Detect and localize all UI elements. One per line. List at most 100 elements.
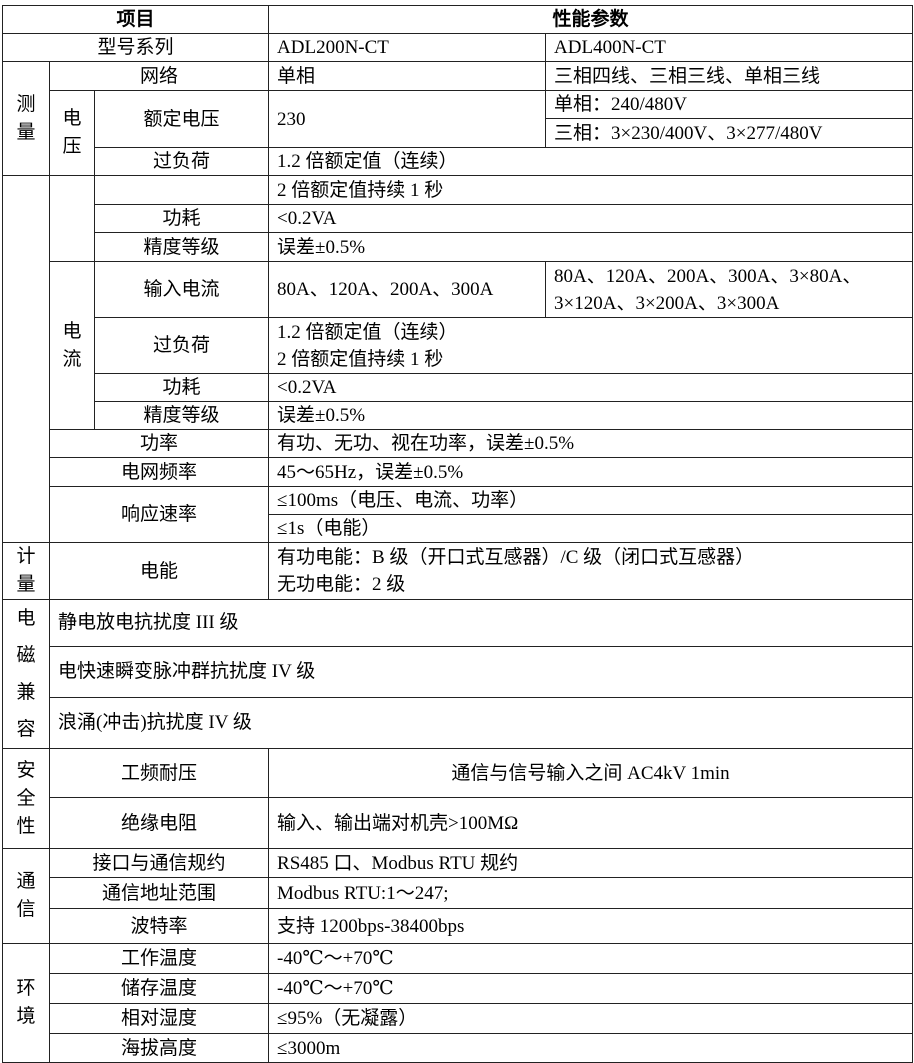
cell: 静电放电抗扰度 III 级 bbox=[48, 599, 914, 647]
table-row: 响应速率 ≤100ms（电压、电流、功率） bbox=[3, 486, 914, 543]
header-params: 性能参数 bbox=[268, 5, 914, 34]
table-row: 电流 输入电流 80A、120A、200A、300A 80A、120A、200A… bbox=[3, 261, 914, 430]
table-row: 电磁兼容 静电放电抗扰度 III 级 bbox=[2, 599, 914, 749]
cell: 三相四线、三相三线、单相三线 bbox=[545, 61, 914, 91]
row-label: 相对湿度 bbox=[48, 1003, 270, 1034]
row-label: 电能 bbox=[48, 542, 270, 600]
cell: RS485 口、Modbus RTU 规约 bbox=[268, 848, 914, 878]
group-text: 电磁兼容 bbox=[16, 608, 36, 740]
table-row: 2 倍额定值持续 1 秒 bbox=[2, 175, 914, 543]
row-label: 工作温度 bbox=[48, 943, 270, 974]
cell: 1.2 倍额定值（连续） bbox=[268, 147, 914, 176]
spec-table: 项目 性能参数 型号系列 ADL200N-CT ADL400N-CT 测量 网络… bbox=[1, 5, 914, 1063]
cell: 通信与信号输入之间 AC4kV 1min bbox=[268, 748, 914, 798]
table-row: 测量 网络 单相 三相四线、三相三线、单相三线 bbox=[2, 61, 914, 176]
table-row: 环境 工作温度 -40℃～+70℃ bbox=[2, 943, 914, 1063]
group-label: 电流 bbox=[49, 261, 95, 430]
row-label: 储存温度 bbox=[48, 973, 270, 1004]
cell: 1.2 倍额定值（连续） 2 倍额定值持续 1 秒 bbox=[268, 317, 914, 374]
cell: ≤100ms（电压、电流、功率） bbox=[268, 486, 914, 515]
line: 无功电能：2 级 bbox=[277, 574, 406, 595]
table-row: 电压 额定电压 230 单相：240/480V bbox=[3, 90, 914, 176]
cell: 单相 bbox=[268, 61, 547, 91]
group-label-empty bbox=[49, 175, 95, 262]
table-row: ≤1s（电能） bbox=[3, 514, 914, 543]
line: 3×120A、3×200A、3×300A bbox=[554, 292, 780, 314]
cell: 误差±0.5% bbox=[268, 232, 914, 262]
cell: 三相：3×230/400V、3×277/480V bbox=[545, 118, 914, 148]
row-label: 通信地址范围 bbox=[48, 877, 270, 909]
line: 2 倍额定值持续 1 秒 bbox=[277, 348, 444, 370]
table-row: 通信地址范围 Modbus RTU:1～247; bbox=[3, 877, 914, 909]
table-row: 储存温度 -40℃～+70℃ bbox=[3, 973, 914, 1004]
row-label: 过负荷 bbox=[93, 317, 270, 374]
table-row: 过负荷 1.2 倍额定值（连续） bbox=[3, 147, 914, 176]
row-label: 额定电压 bbox=[93, 90, 270, 148]
cell: ≤3000m bbox=[268, 1033, 914, 1063]
row-label: 响应速率 bbox=[48, 486, 270, 543]
cell: <0.2VA bbox=[268, 204, 914, 233]
cell: 输入、输出端对机壳>100MΩ bbox=[268, 797, 914, 849]
table-row: 电网频率 45～65Hz，误差±0.5% bbox=[3, 457, 914, 487]
line: 有功电能：B 级（开口式互感器）/C 级（闭口式互感器） bbox=[277, 547, 755, 568]
table-row: 海拔高度 ≤3000m bbox=[3, 1033, 914, 1063]
header-row: 项目 性能参数 bbox=[1, 5, 914, 34]
table-row: 波特率 支持 1200bps-38400bps bbox=[3, 908, 914, 944]
row-label: 接口与通信规约 bbox=[48, 848, 270, 878]
row-label: 功耗 bbox=[93, 204, 270, 233]
line: 80A、120A、200A、300A、3×80A、 bbox=[554, 265, 862, 287]
group-text: 安全性 bbox=[16, 759, 36, 837]
row-label: 型号系列 bbox=[1, 33, 270, 62]
line: 1.2 倍额定值（连续） bbox=[277, 321, 458, 343]
row-label: 功率 bbox=[48, 429, 270, 458]
table-row: 功率 有功、无功、视在功率，误差±0.5% bbox=[3, 429, 914, 458]
group-label: 电压 bbox=[49, 90, 95, 176]
table-row: 过负荷 1.2 倍额定值（连续） 2 倍额定值持续 1 秒 bbox=[3, 317, 914, 374]
table-row: 型号系列 ADL200N-CT ADL400N-CT bbox=[1, 33, 914, 62]
row-label: 精度等级 bbox=[93, 232, 270, 262]
table-row: 精度等级 误差±0.5% bbox=[3, 401, 914, 430]
group-label: 测量 bbox=[2, 61, 50, 176]
cell: 单相：240/480V bbox=[545, 90, 914, 119]
cell: 80A、120A、200A、300A、3×80A、 3×120A、3×200A、3… bbox=[545, 261, 914, 318]
table-row: 计量 电能 有功电能：B 级（开口式互感器）/C 级（闭口式互感器） 无功电能：2… bbox=[2, 542, 914, 600]
table-row: 功耗 <0.2VA bbox=[3, 204, 914, 233]
cell: -40℃～+70℃ bbox=[268, 943, 914, 974]
table-row: 功耗 <0.2VA bbox=[3, 373, 914, 402]
cell: Modbus RTU:1～247; bbox=[268, 877, 914, 909]
cell: <0.2VA bbox=[268, 373, 914, 402]
row-label: 海拔高度 bbox=[48, 1033, 270, 1063]
group-text: 电压 bbox=[62, 108, 82, 157]
table-row: 电快速瞬变脉冲群抗扰度 IV 级 bbox=[3, 645, 914, 698]
cell: ≤1s（电能） bbox=[268, 514, 914, 543]
table-row: 绝缘电阻 输入、输出端对机壳>100MΩ bbox=[3, 797, 914, 849]
group-text: 电流 bbox=[62, 320, 82, 370]
group-text: 测量 bbox=[16, 93, 36, 143]
row-label: 电网频率 bbox=[48, 457, 270, 487]
cell: ≤95%（无凝露） bbox=[268, 1003, 914, 1034]
group-label: 环境 bbox=[2, 943, 50, 1063]
cell: 80A、120A、200A、300A bbox=[268, 261, 547, 318]
row-label: 波特率 bbox=[48, 908, 270, 944]
cell: 2 倍额定值持续 1 秒 bbox=[268, 175, 914, 205]
row-label: 功耗 bbox=[93, 373, 270, 402]
table-row: 三相：3×230/400V、3×277/480V bbox=[3, 118, 914, 148]
cell: 有功电能：B 级（开口式互感器）/C 级（闭口式互感器） 无功电能：2 级 bbox=[268, 542, 914, 600]
cell: 230 bbox=[268, 90, 547, 148]
header-item: 项目 bbox=[1, 5, 270, 34]
row-label: 过负荷 bbox=[93, 147, 270, 176]
row-label: 输入电流 bbox=[93, 261, 270, 318]
group-label: 通信 bbox=[2, 848, 50, 944]
group-text: 环境 bbox=[16, 978, 36, 1027]
row-label: 精度等级 bbox=[93, 401, 270, 430]
table-row: 精度等级 误差±0.5% bbox=[3, 232, 914, 262]
cell: ADL200N-CT bbox=[268, 33, 547, 62]
row-label: 工频耐压 bbox=[48, 748, 270, 798]
row-label-empty bbox=[93, 175, 270, 205]
cell: 误差±0.5% bbox=[268, 401, 914, 430]
table-row: 通信 接口与通信规约 RS485 口、Modbus RTU 规约 bbox=[2, 848, 914, 944]
cell: 支持 1200bps-38400bps bbox=[268, 908, 914, 944]
group-label: 电磁兼容 bbox=[2, 599, 50, 749]
row-label: 绝缘电阻 bbox=[48, 797, 270, 849]
table-row: 安全性 工频耐压 通信与信号输入之间 AC4kV 1min bbox=[2, 748, 914, 849]
